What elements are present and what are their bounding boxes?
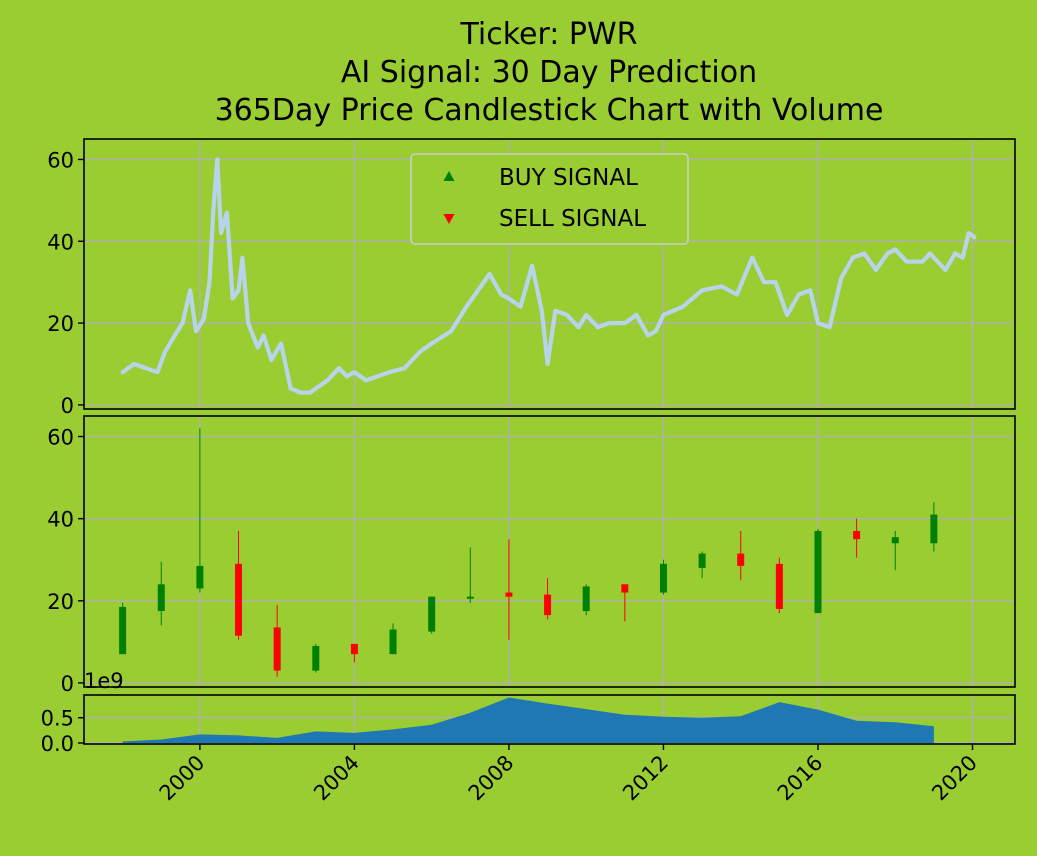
volume-scale-label: 1e9 [84, 669, 124, 693]
x-tick-label: 2004 [309, 751, 364, 806]
candle-body [196, 565, 204, 589]
candle-body [891, 537, 899, 544]
candle-down [853, 518, 861, 558]
candle-panel-frame [83, 415, 1016, 688]
candle-body [930, 514, 938, 544]
candle-down [544, 578, 552, 620]
candle-body [235, 563, 243, 636]
candle-body [853, 530, 861, 540]
candle-body [737, 553, 745, 566]
x-tick-label: 2000 [155, 751, 210, 806]
sell-marker-icon [443, 214, 455, 224]
candle-up [389, 623, 397, 655]
price-ytick-label: 20 [47, 312, 74, 336]
candle-body [505, 592, 513, 597]
candle-down [737, 530, 745, 581]
x-tick-label: 2016 [773, 751, 828, 806]
candle-body [775, 563, 783, 609]
x-tick-label: 2008 [464, 751, 519, 806]
legend-label: BUY SIGNAL [499, 165, 638, 191]
candle-down [621, 584, 629, 622]
price-ytick-label: 60 [47, 148, 74, 172]
candle-ytick-label: 0 [61, 672, 74, 696]
candle-up [814, 528, 822, 614]
candle-up [891, 530, 899, 570]
legend-box [410, 153, 689, 245]
legend-label: SELL SIGNAL [499, 206, 646, 232]
title-line: AI Signal: 30 Day Prediction [341, 55, 757, 90]
candle-body [312, 645, 320, 671]
candle-body [157, 584, 165, 612]
candle-down [775, 557, 783, 614]
candle-body [659, 563, 667, 593]
candle-down [350, 643, 358, 663]
price-ytick-label: 0 [61, 394, 74, 418]
volume-panel-frame [83, 694, 1016, 745]
candle-ytick-label: 20 [47, 590, 74, 614]
title-line: Ticker: PWR [459, 17, 637, 52]
candle-up [196, 428, 204, 593]
candle-body [582, 586, 590, 612]
candle-up [659, 559, 667, 595]
x-tick-label: 2012 [618, 751, 673, 806]
candle-body [698, 553, 706, 568]
candle-panel: 0 20 40 60 [47, 415, 1016, 696]
title-line: 365Day Price Candlestick Chart with Volu… [215, 93, 884, 128]
candle-up [466, 547, 474, 603]
price-panel: 0 20 40 60 BUY SIGNAL SELL SIGNAL [47, 138, 1016, 418]
candle-ytick-label: 40 [47, 508, 74, 532]
candle-up [582, 584, 590, 616]
candle-up [698, 551, 706, 579]
candle-down [235, 530, 243, 640]
candle-body [273, 627, 281, 671]
candle-body [466, 596, 474, 599]
candle-body [621, 584, 629, 593]
candle-up [428, 596, 436, 634]
price-series-line [120, 157, 977, 395]
volume-ytick-label: 0.5 [41, 707, 74, 731]
candle-body [814, 530, 822, 614]
candle-down [505, 539, 513, 640]
candle-up [930, 502, 938, 552]
candle-body [389, 629, 397, 655]
price-ytick-label: 40 [47, 230, 74, 254]
x-tick-label: 2020 [927, 751, 982, 806]
legend: BUY SIGNAL SELL SIGNAL [410, 153, 689, 245]
buy-marker-icon [443, 171, 455, 181]
candle-up [119, 602, 127, 655]
candle-up [157, 561, 165, 626]
candle-down [273, 604, 281, 677]
candle-body [350, 643, 358, 655]
price-panel-frame [83, 138, 1016, 410]
candle-body [428, 596, 436, 632]
candle-body [544, 594, 552, 616]
volume-area [122, 697, 934, 743]
candle-panel-background [84, 416, 1015, 687]
x-axis: 2000 2004 2008 2012 2016 2020 [155, 744, 982, 805]
candle-ytick-label: 60 [47, 426, 74, 450]
volume-panel: 0.00.5 1e9 [41, 669, 1016, 756]
candle-up [312, 643, 320, 673]
volume-ytick-label: 0.0 [41, 732, 74, 756]
candle-body [119, 606, 127, 655]
